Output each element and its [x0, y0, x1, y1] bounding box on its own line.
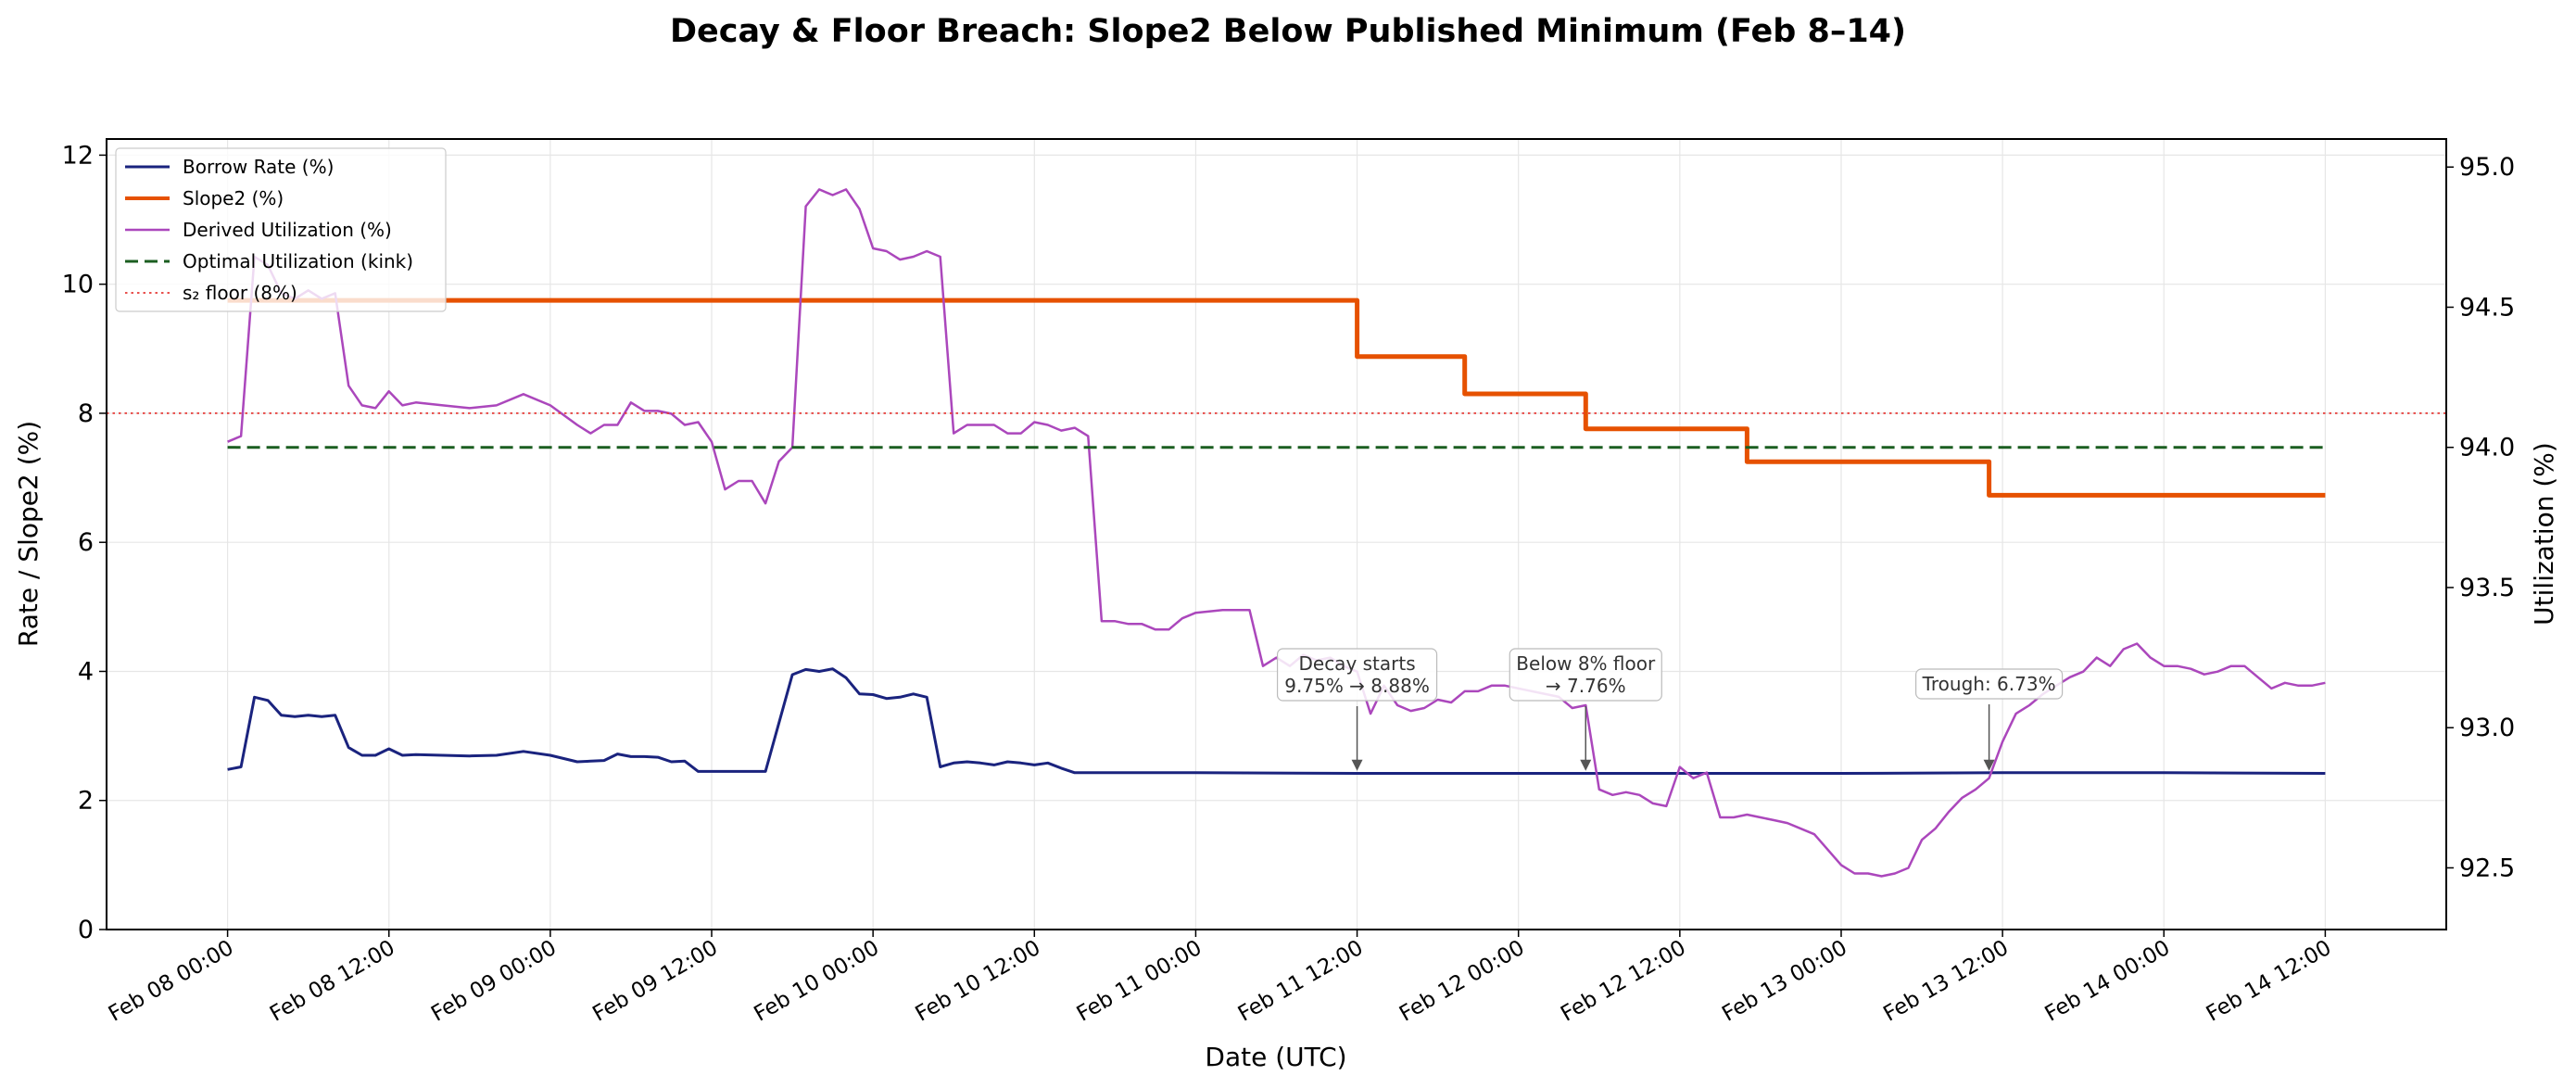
annotation-box — [1915, 668, 2064, 700]
y-axis-left-label: Rate / Slope2 (%) — [13, 421, 44, 647]
y-right-tick-label: 94.0 — [2459, 434, 2515, 462]
y-left-tick-label: 2 — [78, 787, 94, 816]
y-left-tick-label: 12 — [62, 141, 94, 170]
annotation-text: Decay starts — [1298, 652, 1415, 675]
x-axis-label: Date (UTC) — [1205, 1042, 1346, 1072]
x-tick-label: Feb 11 12:00 — [1234, 936, 1368, 1027]
series-layer — [107, 188, 2446, 878]
legend: Borrow Rate (%) Slope2 (%) Derived Utiliza… — [115, 147, 447, 312]
y-right-tick-label: 93.0 — [2459, 714, 2515, 742]
annotation-arrowhead — [1580, 759, 1592, 771]
x-tick-label: Feb 14 12:00 — [2203, 936, 2336, 1027]
y-axis-right-label: Utilization (%) — [2529, 442, 2559, 626]
legend-label: Optimal Utilization (kink) — [183, 250, 413, 272]
y-left-tick-label: 0 — [78, 916, 94, 944]
y-left-tick-label: 10 — [62, 271, 94, 299]
chart-title: Decay & Floor Breach: Slope2 Below Publi… — [670, 13, 1906, 50]
annotation-arrowhead — [1351, 759, 1363, 771]
x-tick-label: Feb 10 12:00 — [912, 936, 1045, 1027]
y-right-tick-label: 93.5 — [2459, 574, 2515, 602]
plot-frame — [106, 138, 2447, 930]
legend-label: Slope2 (%) — [183, 187, 284, 209]
y-left-tick-label: 8 — [78, 399, 94, 428]
y-left-tick-label: 4 — [78, 657, 94, 686]
x-tick-label: Feb 11 00:00 — [1073, 936, 1206, 1027]
x-tick-label: Feb 12 00:00 — [1395, 936, 1529, 1027]
y-right-tick-label: 92.5 — [2459, 854, 2515, 882]
y-right-tick-label: 95.0 — [2459, 153, 2515, 182]
x-tick-label: Feb 09 00:00 — [427, 936, 561, 1027]
legend-label: Borrow Rate (%) — [183, 156, 334, 178]
x-tick-label: Feb 10 00:00 — [750, 936, 883, 1027]
borrow-rate-line — [227, 667, 2326, 775]
legend-label: Derived Utilization (%) — [183, 219, 392, 241]
legend-label: s₂ floor (8%) — [183, 282, 297, 304]
annotation-box — [1276, 648, 1438, 702]
annotation-text: 9.75% → 8.88% — [1284, 675, 1430, 697]
x-tick-label: Feb 13 00:00 — [1718, 936, 1851, 1027]
annotation-arrowhead — [1983, 759, 1995, 771]
x-tick-label: Feb 12 12:00 — [1557, 936, 1690, 1027]
slope2-step-line — [227, 297, 2326, 498]
y-left-tick-label: 6 — [78, 528, 94, 557]
annotation-text: Trough: 6.73% — [1922, 673, 2056, 695]
x-tick-label: Feb 14 00:00 — [2041, 936, 2175, 1027]
legend-box — [115, 147, 447, 312]
y-right-tick-label: 94.5 — [2459, 293, 2515, 322]
grid — [107, 139, 2446, 930]
annotation-box — [1509, 648, 1662, 702]
x-tick-label: Feb 08 12:00 — [266, 936, 399, 1027]
annotation-text: → 7.76% — [1546, 675, 1626, 697]
x-tick-label: Feb 08 00:00 — [105, 936, 238, 1027]
x-tick-label: Feb 09 12:00 — [588, 936, 722, 1027]
annotation-text: Below 8% floor — [1516, 652, 1656, 675]
x-tick-label: Feb 13 12:00 — [1879, 936, 2013, 1027]
